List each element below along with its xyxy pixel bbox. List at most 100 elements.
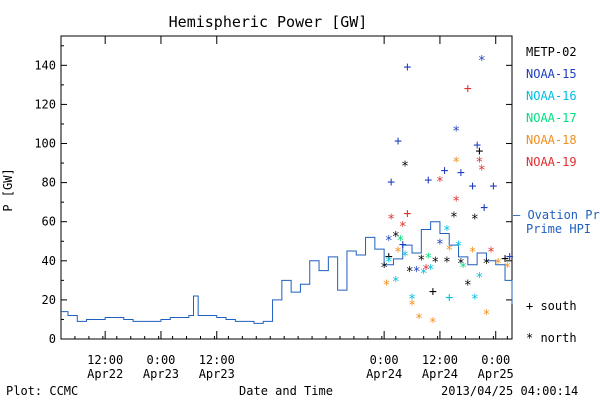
point-noaa-16-north: * [427, 263, 435, 278]
x-tick-time: 12:00 [422, 353, 458, 367]
point-noaa-15-south: + [473, 138, 481, 153]
y-axis: 0 20 40 60 80 100 120 140 [34, 45, 512, 346]
data-points: *+****+* *****+* ++++* +*+*+*+++*+++***** **… [380, 54, 514, 331]
x-tick-time: 0:00 [481, 353, 510, 367]
point-noaa-16-south: + [445, 290, 453, 305]
point-noaa-18-north: * [415, 312, 423, 327]
x-tick-time: 0:00 [370, 353, 399, 367]
y-tick-label: 100 [34, 137, 56, 151]
x-tick-date: Apr22 [87, 367, 123, 381]
y-tick-label: 0 [49, 332, 56, 346]
point-noaa-15-north: * [478, 54, 486, 69]
point-noaa-15-north: * [436, 238, 444, 253]
x-axis: 12:00Apr220:00Apr2312:00Apr230:00Apr2412… [60, 36, 514, 381]
y-tick-label: 40 [42, 254, 56, 268]
point-noaa-16-north: * [455, 240, 463, 255]
legend-ovation-label: — Ovation Prime HPI [513, 208, 600, 222]
point-noaa-16-north: * [385, 255, 393, 270]
legend-south-label: + south [526, 299, 577, 313]
point-metp-02-north: * [401, 159, 409, 174]
point-noaa-16-north: * [471, 292, 479, 307]
point-noaa-16-north: * [420, 267, 428, 282]
point-noaa-19-north: * [436, 175, 444, 190]
point-metp-02-north: * [380, 261, 388, 276]
point-noaa-17-north: * [424, 251, 432, 266]
point-noaa-19-north: * [478, 163, 486, 178]
x-axis-label: Date and Time [239, 384, 333, 398]
y-tick-label: 20 [42, 293, 56, 307]
plot-timestamp: 2013/04/25 04:00:14 [441, 384, 578, 398]
point-noaa-17-north: * [396, 234, 404, 249]
point-noaa-19-north: * [452, 195, 460, 210]
point-metp-02-north: * [471, 212, 479, 227]
point-noaa-18-north: * [483, 308, 491, 323]
point-metp-02-north: * [483, 257, 491, 272]
x-tick-date: Apr23 [199, 367, 235, 381]
point-noaa-16-north: * [443, 224, 451, 239]
point-noaa-18-north: * [452, 156, 460, 171]
point-metp-02-south: + [429, 285, 437, 300]
point-noaa-17-north: * [459, 261, 467, 276]
point-metp-02-north: * [406, 265, 414, 280]
point-noaa-15-north: * [413, 265, 421, 280]
point-noaa-15-north: * [385, 234, 393, 249]
point-noaa-16-north: * [401, 249, 409, 264]
point-metp-02-north: * [392, 230, 400, 245]
legend-item-noaa-19: NOAA-19 [526, 155, 577, 169]
chart-title: Hemispheric Power [GW] [169, 13, 368, 31]
point-metp-02-north: * [417, 253, 425, 268]
point-noaa-18-north: * [408, 298, 416, 313]
legend-item-noaa-18: NOAA-18 [526, 133, 577, 147]
point-noaa-15-south: + [480, 201, 488, 216]
point-noaa-16-north: * [476, 271, 484, 286]
legend-item-metp-02: METP-02 [526, 45, 577, 59]
point-noaa-15-north: * [452, 124, 460, 139]
y-tick-label: 140 [34, 58, 56, 72]
plot-frame [60, 35, 513, 340]
point-metp-02-north: * [443, 255, 451, 270]
point-noaa-18-north: * [445, 244, 453, 259]
legend-item-noaa-17: NOAA-17 [526, 111, 577, 125]
x-tick-time: 0:00 [147, 353, 176, 367]
y-axis-label: P [GW] [1, 168, 15, 211]
point-metp-02-south: + [501, 251, 509, 266]
x-tick-time: 12:00 [199, 353, 235, 367]
point-noaa-18-north: * [429, 316, 437, 331]
legend-item-noaa-16: NOAA-16 [526, 89, 577, 103]
point-noaa-15-south: + [441, 163, 449, 178]
ovation-hpi-line [61, 221, 513, 324]
legend: METP-02 NOAA-15 NOAA-16 NOAA-17 NOAA-18 NOAA-… [526, 45, 577, 169]
point-noaa-15-south: + [424, 173, 432, 188]
point-noaa-18-north: * [394, 245, 402, 260]
point-noaa-15-south: + [457, 165, 465, 180]
point-metp-02-north: * [450, 210, 458, 225]
point-metp-02-south: + [476, 144, 484, 159]
legend-ovation-label-2: Prime HPI [526, 222, 591, 236]
point-noaa-19-north: * [476, 156, 484, 171]
point-noaa-15-south: + [399, 238, 407, 253]
point-noaa-18-north: * [494, 257, 502, 272]
x-tick-date: Apr25 [478, 367, 514, 381]
point-metp-02-north: * [457, 257, 465, 272]
point-noaa-19-north: * [422, 263, 430, 278]
point-noaa-19-north: * [487, 245, 495, 260]
point-noaa-15-south: + [469, 179, 477, 194]
point-noaa-19-south: + [403, 206, 411, 221]
point-noaa-19-north: * [399, 220, 407, 235]
legend-north-label: * north [526, 331, 577, 345]
point-noaa-16-north: * [408, 292, 416, 307]
point-noaa-16-north: * [392, 275, 400, 290]
point-noaa-15-south: + [403, 60, 411, 75]
legend-item-noaa-15: NOAA-15 [526, 67, 577, 81]
point-noaa-18-north: * [469, 245, 477, 260]
point-noaa-19-north: * [387, 212, 395, 227]
point-metp-02-south: + [385, 249, 393, 264]
point-metp-02-north: * [431, 255, 439, 270]
x-tick-date: Apr23 [143, 367, 179, 381]
point-noaa-15-south: + [387, 175, 395, 190]
x-tick-time: 12:00 [87, 353, 123, 367]
plot-credit: Plot: CCMC [6, 384, 78, 398]
point-noaa-18-north: * [503, 261, 511, 276]
y-tick-label: 120 [34, 97, 56, 111]
